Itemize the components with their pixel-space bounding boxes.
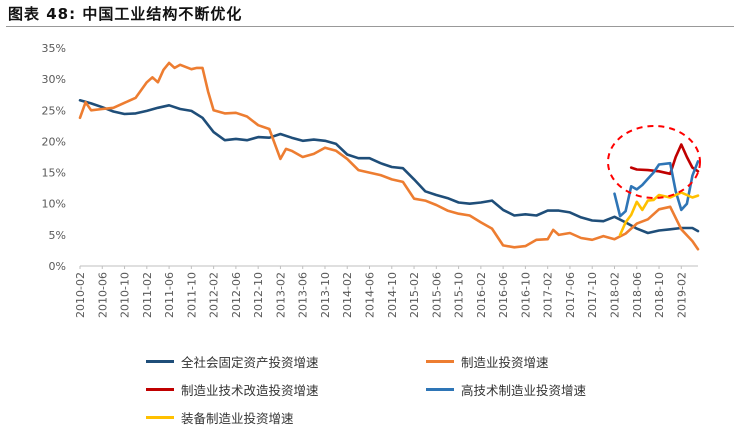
legend-label: 全社会固定资产投资增速 [181, 354, 319, 370]
highlight-ellipse [607, 125, 701, 199]
x-tick-label: 2017-06 [564, 272, 577, 318]
x-axis: 2010-02 2010-06 2010-10 2011-02 2011-06 2011-… [74, 265, 698, 318]
x-tick-label: 2010-10 [119, 272, 132, 318]
x-tick-label: 2018-02 [608, 272, 621, 318]
x-tick-label: 2013-10 [319, 272, 332, 318]
legend-swatch [426, 387, 454, 391]
series-line-1 [78, 61, 700, 251]
x-tick-label: 2015-02 [408, 272, 421, 318]
legend-swatch [146, 387, 174, 391]
legend-item-2: 制造业技术改造投资增速 [146, 380, 319, 398]
x-tick-label: 2015-10 [453, 272, 466, 318]
legend-label: 制造业投资增速 [461, 354, 549, 370]
x-tick-label: 2013-02 [274, 272, 287, 318]
x-tick-label: 2012-10 [252, 272, 265, 318]
y-tick-label: 10% [42, 198, 66, 211]
y-tick-label: 35% [42, 42, 66, 55]
legend-label: 高技术制造业投资增速 [461, 382, 587, 398]
x-tick-label: 2010-06 [96, 272, 109, 318]
x-tick-label: 2010-02 [74, 272, 87, 318]
legend-item-4: 装备制造业投资增速 [146, 408, 294, 426]
line-chart: 0%5%10%15%20%25%30%35% 2010-02 2010-06 201… [42, 42, 701, 318]
series-line-3 [613, 160, 700, 218]
annotation-layer [607, 125, 701, 199]
legend-item-3: 高技术制造业投资增速 [426, 380, 586, 398]
legend-item-0: 全社会固定资产投资增速 [146, 352, 319, 370]
series-line-4 [618, 191, 700, 237]
x-tick-label: 2016-10 [519, 272, 532, 318]
x-tick-label: 2011-06 [163, 272, 176, 318]
legend-label: 装备制造业投资增速 [181, 410, 294, 426]
x-tick-label: 2019-02 [675, 272, 688, 318]
legend: 全社会固定资产投资增速 制造业投资增速制造业技术改造投资增速 高技术制造业投资增速装… [146, 352, 726, 440]
y-tick-label: 0% [49, 260, 66, 273]
x-tick-label: 2018-10 [653, 272, 666, 318]
y-tick-label: 15% [42, 167, 66, 180]
legend-swatch [146, 359, 174, 363]
figure-title: 图表 48: 中国工业结构不断优化 [8, 5, 243, 23]
x-tick-label: 2012-06 [230, 272, 243, 318]
series-line-2 [629, 143, 700, 176]
x-tick-label: 2016-02 [475, 272, 488, 318]
legend-item-1: 制造业投资增速 [426, 352, 549, 370]
y-tick-label: 30% [42, 73, 66, 86]
x-tick-label: 2014-10 [386, 272, 399, 318]
x-tick-label: 2014-02 [341, 272, 354, 318]
x-tick-label: 2013-06 [297, 272, 310, 318]
x-tick-label: 2017-02 [542, 272, 555, 318]
y-tick-label: 25% [42, 104, 66, 117]
y-tick-label: 5% [49, 229, 66, 242]
series-layer [78, 61, 700, 251]
y-axis: 0% 5% 10% 15% 20% 25% 30% 35% [42, 42, 66, 273]
series-line-0 [78, 99, 700, 235]
x-tick-label: 2014-06 [364, 272, 377, 318]
x-tick-label: 2017-10 [586, 272, 599, 318]
x-tick-label: 2015-06 [430, 272, 443, 318]
x-tick-label: 2012-02 [208, 272, 221, 318]
y-tick-label: 20% [42, 135, 66, 148]
title-divider [6, 26, 734, 27]
legend-swatch [426, 359, 454, 363]
legend-swatch [146, 415, 174, 419]
x-tick-label: 2018-06 [631, 272, 644, 318]
x-tick-label: 2011-10 [185, 272, 198, 318]
x-tick-label: 2011-02 [141, 272, 154, 318]
x-tick-label: 2016-06 [497, 272, 510, 318]
legend-label: 制造业技术改造投资增速 [181, 382, 319, 398]
